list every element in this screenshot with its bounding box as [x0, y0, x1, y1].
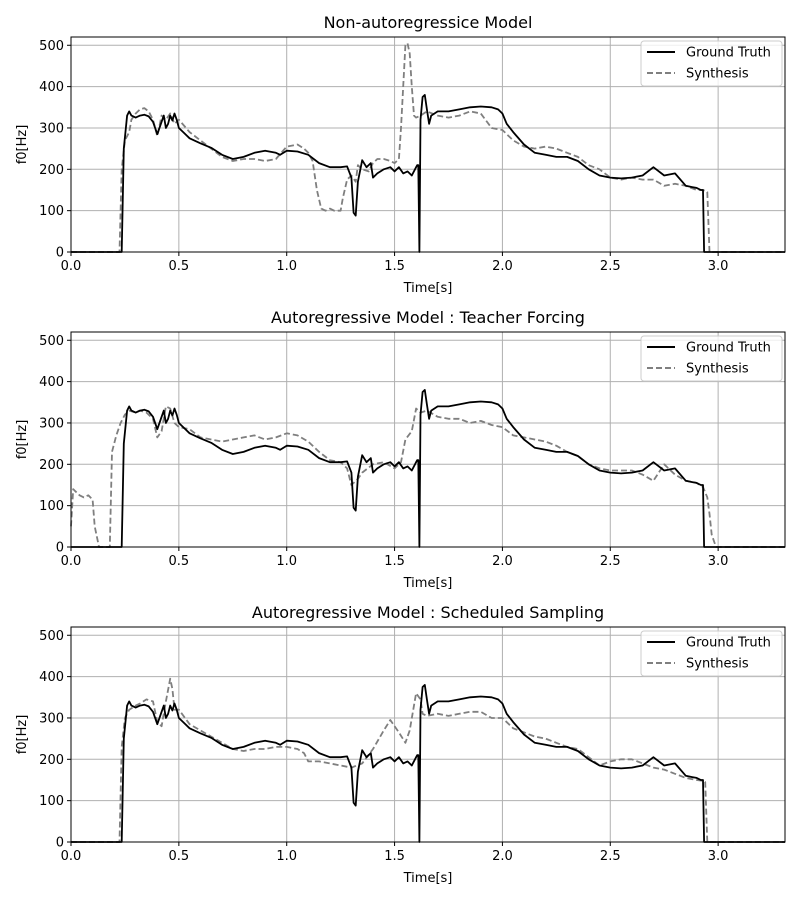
- series-line-ground-truth: [71, 684, 785, 843]
- subplot-3: Autoregressive Model : Scheduled Samplin…: [15, 603, 786, 886]
- y-tick-label: 300: [39, 711, 64, 726]
- y-tick-label: 500: [39, 334, 64, 349]
- legend-label-ground-truth: Ground Truth: [686, 46, 771, 61]
- x-tick-label: 2.0: [492, 259, 513, 274]
- x-tick-label: 2.0: [492, 849, 513, 864]
- y-tick-label: 100: [39, 204, 64, 219]
- y-tick-label: 500: [39, 629, 64, 644]
- y-tick-label: 200: [39, 753, 64, 768]
- x-tick-label: 1.5: [384, 849, 405, 864]
- ticks: 0.0 0.5 1.0 1.5 2.0 2.5 3.0 0 100 200 300 400 500: [39, 39, 728, 274]
- y-tick-label: 0: [56, 541, 64, 556]
- y-tick-label: 500: [39, 39, 64, 54]
- y-axis-label: f0[Hz]: [15, 715, 30, 755]
- y-tick-label: 200: [39, 458, 64, 473]
- legend-label-ground-truth: Ground Truth: [686, 341, 771, 356]
- subplot-2: Autoregressive Model : Teacher Forcing 0…: [15, 308, 786, 591]
- y-axis-label: f0[Hz]: [15, 125, 30, 165]
- x-tick-label: 0.0: [61, 554, 82, 569]
- y-tick-label: 100: [39, 499, 64, 514]
- ticks: 0.0 0.5 1.0 1.5 2.0 2.5 3.0 0 100 200 300 400 500: [39, 334, 728, 569]
- x-tick-label: 0.5: [169, 259, 190, 274]
- ticks: 0.0 0.5 1.0 1.5 2.0 2.5 3.0 0 100 200 300 400 500: [39, 629, 728, 864]
- chart-title: Autoregressive Model : Scheduled Samplin…: [252, 603, 604, 622]
- legend-label-synthesis: Synthesis: [686, 362, 749, 377]
- x-tick-label: 2.5: [600, 259, 621, 274]
- y-axis-label: f0[Hz]: [15, 420, 30, 460]
- legend-label-ground-truth: Ground Truth: [686, 636, 771, 651]
- y-tick-label: 400: [39, 670, 64, 685]
- legend-label-synthesis: Synthesis: [686, 657, 749, 672]
- x-tick-label: 2.5: [600, 554, 621, 569]
- chart-title: Autoregressive Model : Teacher Forcing: [271, 308, 585, 327]
- x-axis-label: Time[s]: [403, 281, 453, 296]
- x-tick-label: 1.5: [384, 554, 405, 569]
- plot-frame: [70, 331, 786, 548]
- series-lines: [71, 677, 785, 843]
- legend-box: [640, 630, 783, 677]
- y-tick-label: 400: [39, 375, 64, 390]
- series-lines: [70, 388, 785, 548]
- y-tick-label: 0: [56, 246, 64, 261]
- x-axis-label: Time[s]: [403, 871, 453, 886]
- y-tick-label: 200: [39, 163, 64, 178]
- x-tick-label: 0.5: [169, 849, 190, 864]
- x-tick-label: 3.0: [708, 259, 729, 274]
- x-tick-label: 3.0: [708, 554, 729, 569]
- x-tick-label: 1.0: [276, 259, 297, 274]
- x-tick-label: 0.5: [169, 554, 190, 569]
- subplot-1: Non-autoregressice Model 0.0 0.5 1.0 1.5 2.0…: [15, 13, 786, 296]
- x-tick-label: 1.0: [276, 849, 297, 864]
- legend-box: [640, 40, 783, 87]
- y-tick-label: 400: [39, 80, 64, 95]
- y-tick-label: 0: [56, 836, 64, 851]
- x-tick-label: 0.0: [61, 849, 82, 864]
- legend: Ground Truth Synthesis: [640, 630, 783, 677]
- plot-frame: [70, 36, 786, 253]
- x-axis-label: Time[s]: [403, 576, 453, 591]
- x-tick-label: 0.0: [61, 259, 82, 274]
- y-tick-label: 300: [39, 416, 64, 431]
- x-tick-label: 2.0: [492, 554, 513, 569]
- series-line-ground-truth: [71, 94, 785, 253]
- x-tick-label: 3.0: [708, 849, 729, 864]
- y-tick-label: 300: [39, 121, 64, 136]
- plot-frame: [70, 626, 786, 843]
- legend-box: [640, 335, 783, 382]
- series-line-synthesis: [71, 677, 785, 843]
- legend-label-synthesis: Synthesis: [686, 67, 749, 82]
- x-tick-label: 1.5: [384, 259, 405, 274]
- y-tick-label: 100: [39, 794, 64, 809]
- chart-title: Non-autoregressice Model: [324, 13, 533, 32]
- x-tick-label: 2.5: [600, 849, 621, 864]
- x-tick-label: 1.0: [276, 554, 297, 569]
- legend: Ground Truth Synthesis: [640, 335, 783, 382]
- series-lines: [71, 42, 785, 253]
- legend: Ground Truth Synthesis: [640, 40, 783, 87]
- series-line-ground-truth: [71, 388, 785, 548]
